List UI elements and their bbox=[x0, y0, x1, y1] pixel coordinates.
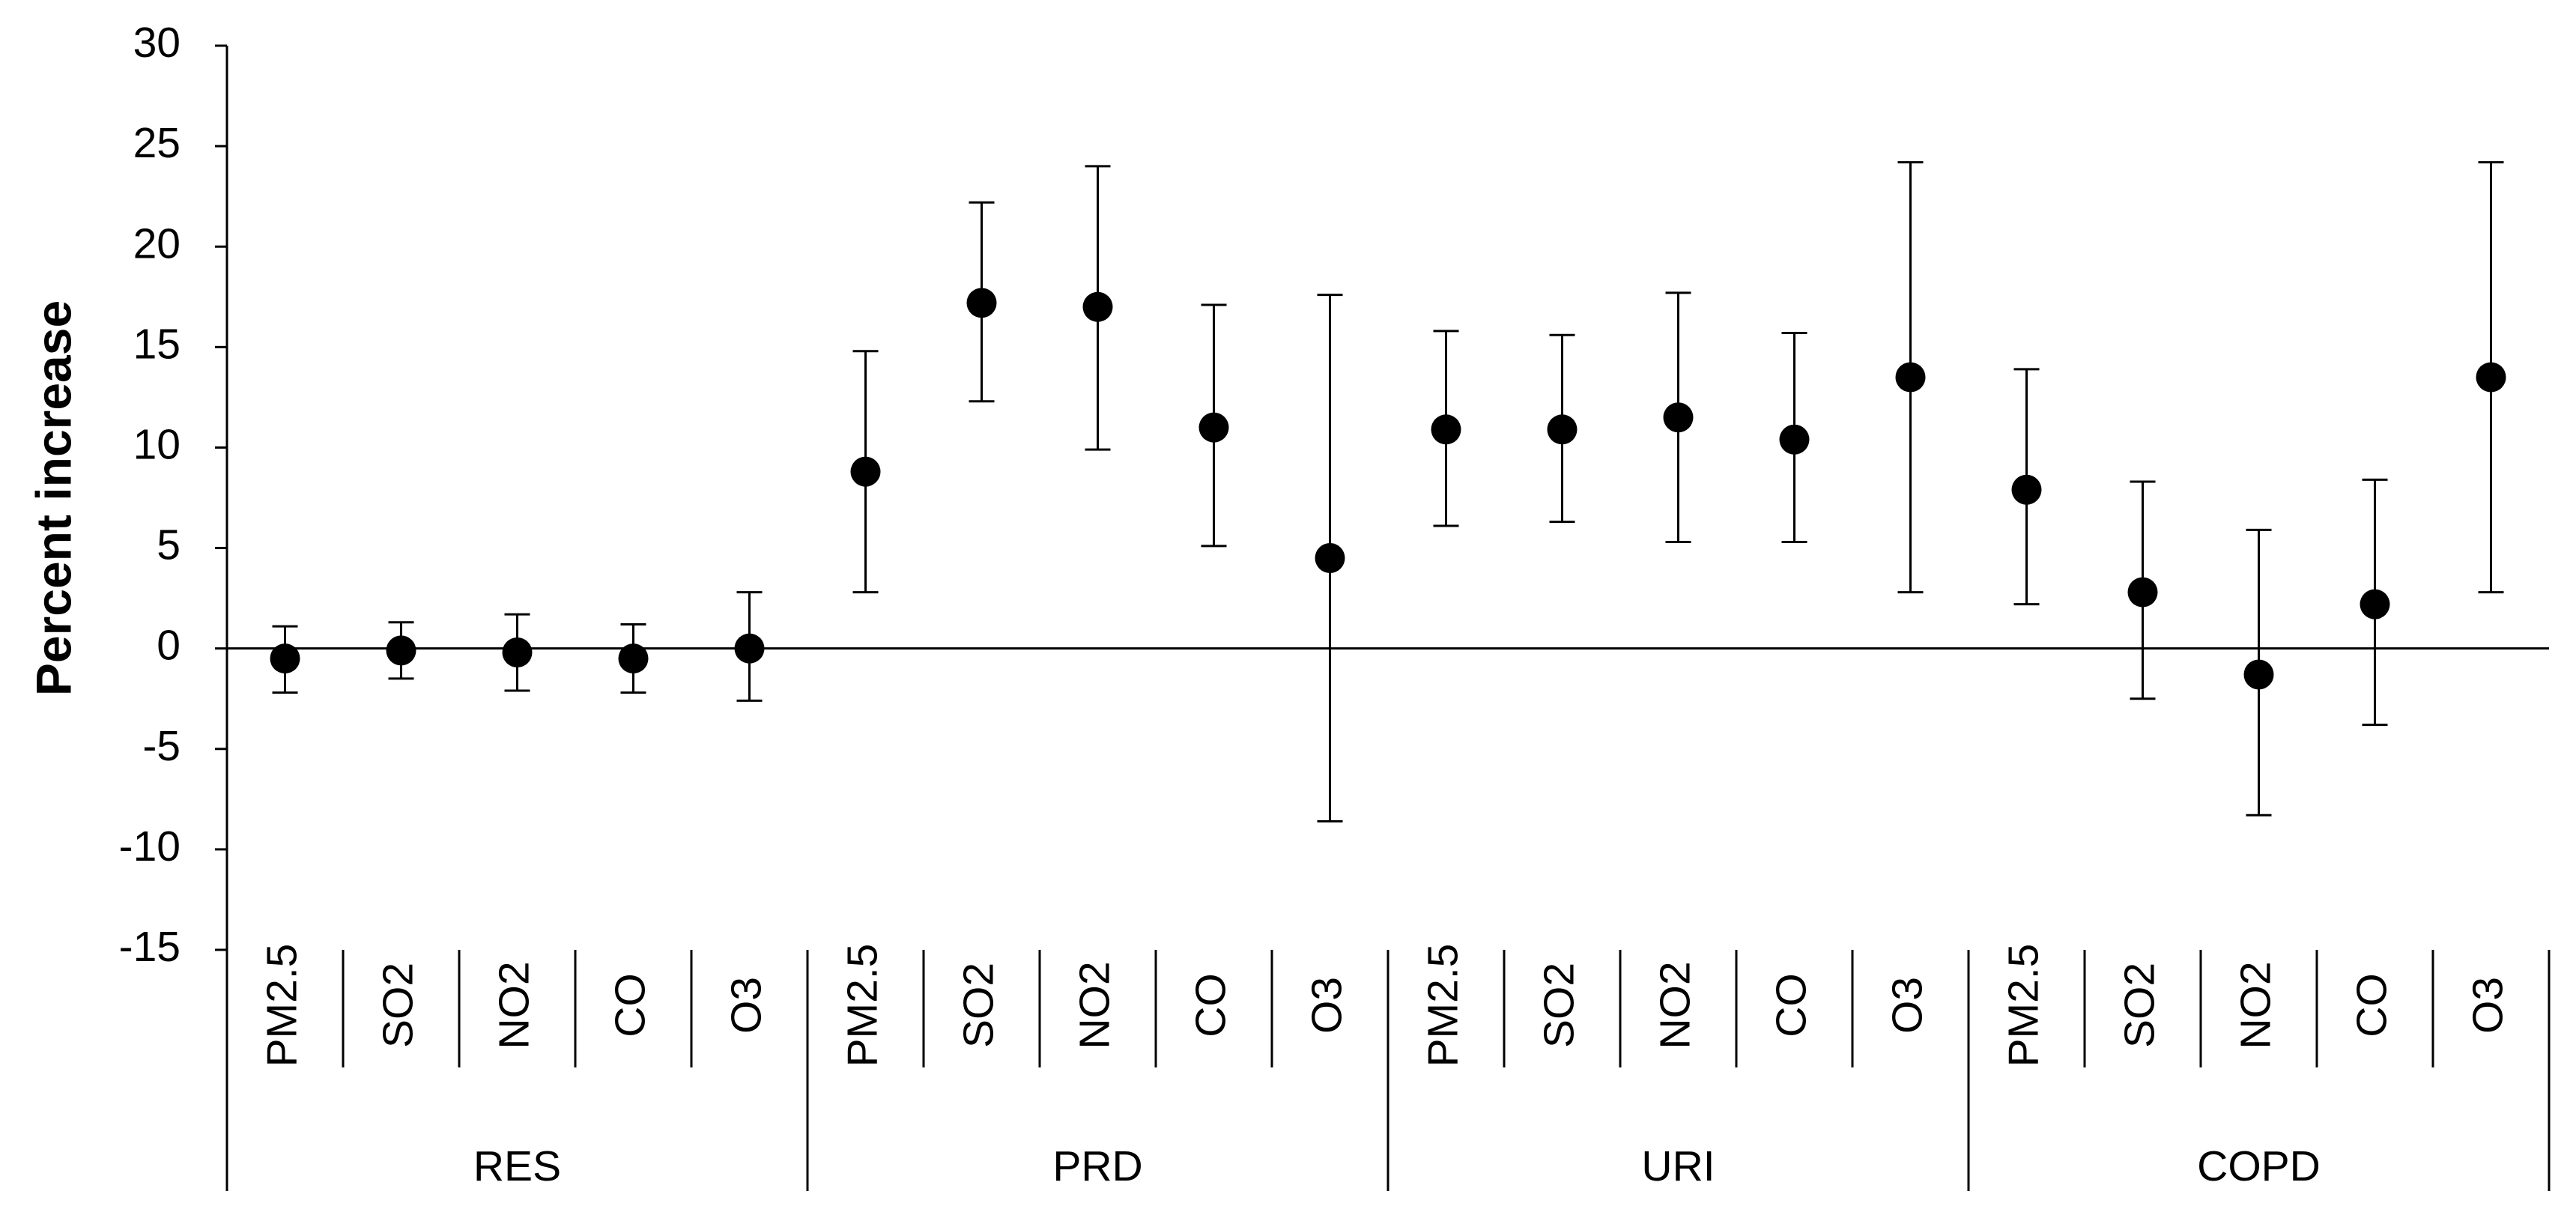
x-tick-label: CO bbox=[607, 973, 655, 1037]
x-tick-label: PM2.5 bbox=[1419, 944, 1467, 1067]
y-tick-label: 10 bbox=[133, 421, 181, 469]
x-tick-label: O3 bbox=[1303, 977, 1351, 1034]
y-tick-label: 25 bbox=[133, 119, 181, 167]
x-tick-label: O3 bbox=[723, 977, 771, 1034]
x-tick-label: CO bbox=[2348, 973, 2396, 1037]
group-label: RES bbox=[473, 1142, 561, 1190]
marker bbox=[1431, 414, 1461, 445]
x-tick-label: NO2 bbox=[1652, 961, 1700, 1049]
y-axis-title: Percent increase bbox=[25, 300, 81, 696]
marker bbox=[1895, 362, 1926, 393]
marker bbox=[502, 637, 533, 668]
group-label: COPD bbox=[2197, 1142, 2321, 1190]
x-tick-label: PM2.5 bbox=[258, 944, 306, 1067]
y-tick-label: -10 bbox=[119, 822, 181, 870]
marker bbox=[2476, 362, 2506, 393]
marker bbox=[2127, 577, 2158, 608]
marker bbox=[1547, 414, 1578, 445]
x-tick-label: O3 bbox=[2464, 977, 2512, 1034]
group-label: PRD bbox=[1052, 1142, 1142, 1190]
y-tick-label: -15 bbox=[119, 923, 181, 971]
x-tick-label: NO2 bbox=[2232, 961, 2280, 1049]
x-tick-label: O3 bbox=[1884, 977, 1932, 1034]
x-tick-label: SO2 bbox=[1536, 963, 1584, 1048]
marker bbox=[1663, 402, 1694, 433]
x-tick-label: CO bbox=[1768, 973, 1816, 1037]
group-label: URI bbox=[1641, 1142, 1715, 1190]
marker bbox=[734, 633, 765, 664]
marker bbox=[1082, 291, 1113, 322]
y-tick-label: 20 bbox=[133, 219, 181, 267]
marker bbox=[618, 643, 649, 674]
y-tick-label: 0 bbox=[157, 622, 181, 670]
x-tick-label: PM2.5 bbox=[839, 944, 887, 1067]
y-tick-label: 15 bbox=[133, 320, 181, 368]
marker bbox=[2360, 589, 2390, 619]
x-tick-label: NO2 bbox=[1071, 961, 1119, 1049]
x-tick-label: SO2 bbox=[2116, 963, 2164, 1048]
marker bbox=[1779, 424, 1810, 455]
y-tick-label: 5 bbox=[157, 521, 181, 569]
x-tick-label: CO bbox=[1187, 973, 1235, 1037]
marker bbox=[2243, 659, 2274, 690]
marker bbox=[1315, 542, 1345, 573]
x-tick-label: NO2 bbox=[491, 961, 539, 1049]
marker bbox=[386, 635, 416, 666]
y-tick-label: 30 bbox=[133, 19, 181, 67]
marker bbox=[966, 288, 997, 318]
x-tick-label: PM2.5 bbox=[2000, 944, 2048, 1067]
marker bbox=[270, 643, 300, 674]
marker bbox=[1198, 412, 1229, 443]
marker bbox=[2011, 474, 2042, 505]
y-tick-label: -5 bbox=[142, 722, 181, 770]
x-tick-label: SO2 bbox=[375, 963, 422, 1048]
marker bbox=[850, 456, 881, 487]
x-tick-label: SO2 bbox=[955, 963, 1003, 1048]
